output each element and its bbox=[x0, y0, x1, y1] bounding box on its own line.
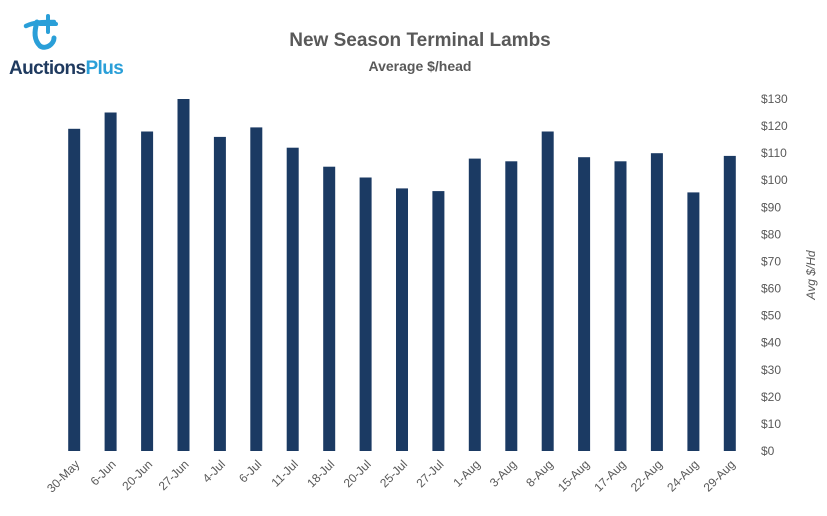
x-tick-label: 29-Aug bbox=[701, 457, 738, 494]
y-tick-label: $10 bbox=[761, 417, 781, 431]
chart-subtitle: Average $/head bbox=[368, 58, 472, 74]
x-tick-label: 24-Aug bbox=[664, 457, 701, 494]
x-tick-label: 27-Jun bbox=[156, 457, 192, 493]
y-tick-label: $70 bbox=[761, 255, 781, 269]
y-tick-label: $50 bbox=[761, 309, 781, 323]
x-tick-label: 6-Jun bbox=[88, 457, 119, 488]
bar-6-Jul bbox=[250, 127, 263, 452]
y-tick-label: $0 bbox=[761, 444, 775, 458]
bar-27-Jul bbox=[432, 191, 445, 451]
bar-4-Jul bbox=[213, 136, 226, 451]
bar-8-Aug bbox=[541, 131, 554, 451]
auctionsplus-logo: AuctionsPlus bbox=[4, 8, 134, 79]
bar-29-Aug bbox=[723, 155, 736, 451]
y-axis-tick-labels: $130 $120 $110 $100 $90 $80 $70 $60 $50 $40 $30 $20… bbox=[761, 92, 788, 458]
bar-25-Jul bbox=[396, 188, 408, 451]
y-tick-label: $40 bbox=[761, 336, 781, 350]
chart-title: New Season Terminal Lambs bbox=[289, 30, 551, 51]
x-tick-label: 11-Jul bbox=[268, 457, 300, 489]
x-tick-label: 4-Jul bbox=[200, 457, 228, 485]
bar-3-Aug bbox=[505, 161, 518, 452]
bar-24-Aug bbox=[687, 192, 700, 451]
x-tick-label: 25-Jul bbox=[377, 457, 410, 490]
x-tick-label: 30-May bbox=[44, 457, 82, 495]
y-tick-label: $120 bbox=[761, 119, 788, 133]
bar-22-Aug bbox=[650, 153, 663, 451]
y-tick-label: $90 bbox=[761, 200, 781, 214]
y-axis-label: Avg $/Hd bbox=[804, 250, 818, 300]
y-tick-label: $30 bbox=[761, 363, 781, 377]
y-tick-label: $100 bbox=[761, 173, 788, 187]
y-tick-label: $20 bbox=[761, 390, 781, 404]
x-tick-label: 3-Aug bbox=[487, 457, 520, 490]
bar-30-May bbox=[68, 128, 81, 452]
auctionsplus-wordmark: AuctionsPlus bbox=[9, 58, 124, 80]
x-tick-label: 8-Aug bbox=[523, 457, 556, 490]
bar-group bbox=[68, 99, 736, 452]
bar-15-Aug bbox=[578, 157, 591, 451]
x-tick-label: 22-Aug bbox=[628, 457, 665, 494]
bar-1-Aug bbox=[468, 158, 481, 451]
bar-6-Jun bbox=[104, 112, 117, 451]
y-tick-label: $80 bbox=[761, 227, 781, 241]
x-tick-label: 27-Jul bbox=[414, 457, 447, 490]
wordmark-accent: Plus bbox=[85, 58, 124, 79]
auctionsplus-logo-icon bbox=[23, 14, 58, 50]
bar-20-Jul bbox=[359, 177, 372, 451]
x-tick-label: 18-Jul bbox=[304, 457, 337, 490]
wordmark-main: Auctions bbox=[9, 58, 86, 79]
x-tick-label: 1-Aug bbox=[450, 457, 483, 490]
x-tick-label: 17-Aug bbox=[591, 457, 628, 494]
bar-17-Aug bbox=[614, 161, 627, 452]
bar-27-Jun bbox=[177, 99, 190, 451]
y-tick-label: $110 bbox=[761, 146, 787, 160]
bar-18-Jul bbox=[323, 166, 336, 451]
y-tick-label: $60 bbox=[761, 282, 781, 296]
x-tick-label: 15-Aug bbox=[555, 457, 592, 494]
y-tick-label: $130 bbox=[761, 92, 788, 106]
x-axis-tick-labels: 30-May 6-Jun 20-Jun 27-Jun 4-Jul 6-Jul 11-Jul 1… bbox=[44, 457, 738, 495]
bar-20-Jun bbox=[141, 131, 154, 451]
x-tick-label: 6-Jul bbox=[236, 457, 264, 485]
bar-11-Jul bbox=[286, 147, 299, 451]
x-tick-label: 20-Jul bbox=[341, 457, 374, 490]
x-tick-label: 20-Jun bbox=[119, 457, 155, 493]
